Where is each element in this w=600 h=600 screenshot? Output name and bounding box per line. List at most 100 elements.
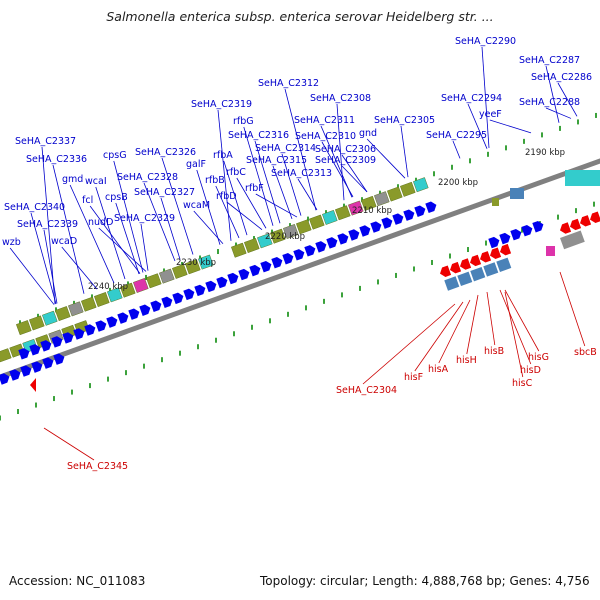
gene-label-reverse[interactable]: sbcB — [574, 347, 597, 358]
forward-gene-arrow[interactable] — [183, 287, 196, 301]
gene-label-reverse[interactable]: hisG — [528, 352, 549, 363]
reverse-gene-arrow[interactable] — [438, 265, 452, 279]
forward-gene-arrow[interactable] — [150, 299, 163, 312]
gene-label-forward[interactable]: rfbF — [245, 183, 264, 194]
gene-label-forward[interactable]: gnd — [359, 128, 377, 139]
cog-block[interactable] — [68, 301, 84, 317]
cog-block[interactable] — [483, 262, 499, 277]
forward-gene-arrow[interactable] — [488, 236, 501, 249]
gene-label-forward[interactable]: SeHA_C2319 — [191, 99, 252, 110]
cog-block[interactable] — [444, 276, 460, 291]
cog-block[interactable] — [55, 306, 71, 322]
gene-label-forward[interactable]: rfbG — [233, 116, 254, 127]
cog-block[interactable] — [120, 282, 136, 298]
cog-block[interactable] — [387, 186, 403, 202]
forward-gene-arrow[interactable] — [414, 204, 427, 217]
gene-label-forward[interactable]: SeHA_C2309 — [315, 155, 376, 166]
gene-label-forward[interactable]: SeHA_C2336 — [26, 154, 87, 165]
forward-gene-arrow[interactable] — [304, 244, 317, 257]
forward-gene-arrow[interactable] — [95, 319, 108, 332]
gene-label-forward[interactable]: SeHA_C2287 — [519, 55, 580, 66]
forward-gene-arrow[interactable] — [271, 256, 284, 269]
cog-block[interactable] — [270, 228, 286, 244]
forward-gene-arrow[interactable] — [521, 224, 534, 237]
forward-gene-arrow[interactable] — [84, 323, 97, 336]
gene-label-forward[interactable]: SeHA_C2306 — [315, 144, 376, 155]
forward-gene-arrow[interactable] — [282, 252, 295, 265]
gene-label-forward[interactable]: rfbC — [226, 167, 246, 178]
reverse-gene-arrow[interactable] — [578, 215, 592, 228]
gene-label-forward[interactable]: gmd — [62, 174, 83, 185]
cog-block[interactable] — [400, 181, 416, 197]
gene-label-forward[interactable]: SeHA_C2308 — [310, 93, 371, 104]
forward-gene-arrow[interactable] — [106, 315, 119, 328]
cog-block[interactable] — [231, 242, 247, 258]
reverse-gene-arrow[interactable] — [568, 218, 582, 232]
cog-block[interactable] — [361, 195, 377, 211]
cog-block[interactable] — [16, 320, 32, 336]
reverse-gene-arrow[interactable] — [478, 251, 492, 264]
gene-label-forward[interactable]: SeHA_C2310 — [295, 131, 356, 142]
gene-label-forward[interactable]: wcaI — [85, 176, 107, 187]
reverse-gene-arrow[interactable] — [498, 243, 512, 257]
cog-block[interactable] — [185, 259, 201, 275]
gene-label-forward[interactable]: SeHA_C2286 — [531, 72, 592, 83]
gene-label-reverse[interactable]: hisA — [428, 364, 449, 375]
forward-gene-arrow[interactable] — [117, 311, 130, 324]
forward-gene-arrow[interactable] — [370, 220, 383, 233]
gene-label-reverse[interactable]: SeHA_C2304 — [336, 385, 397, 396]
cog-block[interactable] — [283, 224, 299, 239]
cog-block[interactable] — [198, 254, 214, 270]
forward-gene-arrow[interactable] — [227, 271, 240, 285]
cog-block[interactable] — [546, 246, 555, 256]
gene-label-forward[interactable]: SeHA_C2313 — [271, 168, 332, 179]
forward-gene-arrow[interactable] — [194, 283, 207, 297]
forward-gene-arrow[interactable] — [260, 260, 273, 273]
gene-label-forward[interactable]: SeHA_C2290 — [455, 36, 516, 47]
forward-gene-arrow[interactable] — [18, 347, 31, 360]
gene-label-reverse[interactable]: hisH — [456, 355, 477, 366]
cog-block[interactable] — [29, 315, 45, 331]
gene-label-forward[interactable]: SeHA_C2315 — [246, 155, 307, 166]
forward-gene-arrow[interactable] — [293, 248, 306, 261]
gene-label-forward[interactable]: SeHA_C2312 — [258, 78, 319, 89]
reverse-gene-arrow[interactable] — [488, 247, 502, 261]
forward-gene-arrow[interactable] — [337, 232, 350, 245]
gene-label-reverse[interactable]: hisB — [484, 346, 504, 357]
forward-gene-arrow[interactable] — [40, 339, 53, 352]
gene-label-forward[interactable]: SeHA_C2329 — [114, 213, 175, 224]
forward-gene-arrow[interactable] — [238, 268, 251, 281]
cog-block[interactable] — [146, 273, 162, 289]
cog-block[interactable] — [560, 230, 585, 250]
cog-block[interactable] — [94, 292, 110, 307]
forward-gene-arrow[interactable] — [53, 352, 66, 365]
forward-gene-arrow[interactable] — [532, 220, 545, 233]
gene-label-forward[interactable]: SeHA_C2340 — [4, 202, 65, 213]
gene-label-forward[interactable]: SeHA_C2326 — [135, 147, 196, 158]
gene-label-reverse[interactable]: hisD — [520, 365, 541, 376]
gene-label-forward[interactable]: SeHA_C2294 — [441, 93, 502, 104]
forward-gene-arrow[interactable] — [0, 372, 11, 385]
gene-label-forward[interactable]: SeHA_C2327 — [134, 187, 195, 198]
cog-block[interactable] — [257, 233, 273, 249]
gene-label-forward[interactable]: yeeF — [479, 109, 502, 120]
forward-gene-arrow[interactable] — [29, 343, 42, 356]
cog-block[interactable] — [322, 209, 338, 225]
cog-block[interactable] — [159, 268, 175, 284]
reverse-gene-arrow[interactable] — [588, 211, 600, 225]
gene-label-forward[interactable]: cpsB — [105, 192, 128, 203]
cog-block[interactable] — [172, 263, 188, 279]
gene-label-forward[interactable]: SeHA_C2311 — [294, 115, 355, 126]
gene-label-forward[interactable]: SeHA_C2328 — [117, 172, 178, 183]
forward-gene-arrow[interactable] — [9, 368, 22, 381]
gene-label-forward[interactable]: wzb — [2, 237, 21, 248]
forward-gene-arrow[interactable] — [499, 232, 512, 245]
cog-block[interactable] — [335, 205, 351, 221]
cog-block[interactable] — [470, 266, 486, 282]
forward-gene-arrow[interactable] — [510, 228, 523, 241]
forward-gene-arrow[interactable] — [315, 240, 328, 253]
forward-gene-arrow[interactable] — [42, 356, 55, 369]
gene-label-forward[interactable]: rfbA — [213, 150, 233, 161]
cog-block[interactable] — [565, 170, 600, 186]
